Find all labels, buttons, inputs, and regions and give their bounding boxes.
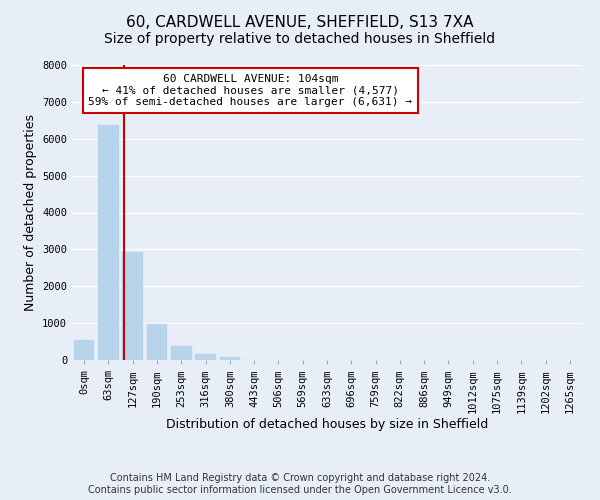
- Bar: [195, 354, 216, 360]
- Y-axis label: Number of detached properties: Number of detached properties: [23, 114, 37, 311]
- Bar: [171, 346, 191, 360]
- Text: Contains HM Land Registry data © Crown copyright and database right 2024.
Contai: Contains HM Land Registry data © Crown c…: [88, 474, 512, 495]
- X-axis label: Distribution of detached houses by size in Sheffield: Distribution of detached houses by size …: [166, 418, 488, 432]
- Bar: [220, 356, 240, 360]
- Text: 60 CARDWELL AVENUE: 104sqm
← 41% of detached houses are smaller (4,577)
59% of s: 60 CARDWELL AVENUE: 104sqm ← 41% of deta…: [89, 74, 413, 107]
- Bar: [74, 340, 94, 360]
- Text: 60, CARDWELL AVENUE, SHEFFIELD, S13 7XA: 60, CARDWELL AVENUE, SHEFFIELD, S13 7XA: [126, 15, 474, 30]
- Bar: [122, 252, 143, 360]
- Bar: [98, 124, 119, 360]
- Bar: [146, 324, 167, 360]
- Text: Size of property relative to detached houses in Sheffield: Size of property relative to detached ho…: [104, 32, 496, 46]
